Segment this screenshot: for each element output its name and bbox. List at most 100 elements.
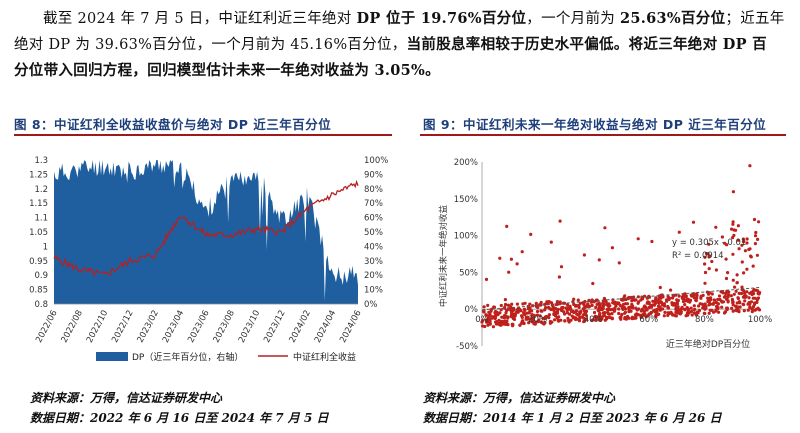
y-right-tick-label: 0%: [364, 300, 378, 310]
scatter-point: [646, 313, 651, 317]
x-tick-label: 2023/10: [237, 309, 262, 345]
scatter-point: [630, 299, 634, 303]
scatter-point: [590, 318, 594, 323]
scatter-point: [630, 317, 634, 321]
scatter-point: [613, 300, 617, 304]
scatter-point: [535, 313, 540, 317]
scatter-point: [685, 297, 689, 301]
scatter-point: [525, 316, 529, 320]
trendline-r2: R² = 0.0914: [672, 251, 724, 261]
scatter-point: [491, 325, 495, 329]
scatter-point: [737, 247, 741, 251]
scatter-point: [717, 294, 722, 298]
scatter-point: [702, 306, 706, 310]
scatter-point: [484, 277, 489, 281]
scatter-point: [602, 313, 606, 317]
scatter-point: [523, 308, 527, 312]
scatter-point: [624, 317, 628, 321]
scatter-point: [547, 316, 551, 320]
y-left-tick-label: 0.8: [34, 300, 48, 310]
scatter-point: [482, 305, 486, 309]
scatter-point: [609, 308, 613, 312]
scatter-point: [507, 270, 511, 274]
scatter-point: [633, 298, 637, 302]
y-left-tick-label: 0.9: [34, 271, 48, 281]
scatter-point: [735, 281, 739, 285]
scatter-point: [730, 227, 734, 231]
scatter-point: [657, 301, 661, 305]
scatter-point: [527, 317, 531, 321]
scatter-point: [616, 301, 620, 305]
para-bold: DP 位于 19.76%百分位: [356, 10, 527, 27]
scatter-point: [739, 291, 744, 296]
scatter-point: [747, 296, 751, 300]
y-left-tick-label: 1.2: [34, 185, 48, 195]
x-tick-label: 2024/06: [338, 309, 363, 345]
scatter-point: [621, 307, 625, 311]
scatter-point: [577, 303, 581, 307]
y-right-tick-label: 50%: [364, 228, 383, 238]
scatter-point: [740, 260, 744, 264]
para-bold: 25.63%百分位: [620, 10, 726, 27]
scatter-point: [740, 285, 744, 289]
y-right-tick-label: 100%: [364, 156, 388, 166]
scatter-point: [723, 294, 727, 298]
scatter-point: [751, 289, 756, 293]
scatter-point: [510, 302, 514, 306]
para-text: ；近五年: [725, 11, 785, 27]
scatter-point: [743, 291, 747, 295]
scatter-point: [498, 256, 502, 260]
scatter-point: [534, 303, 538, 307]
scatter-point: [620, 312, 624, 317]
scatter-point: [707, 242, 711, 246]
scatter-point: [674, 307, 678, 311]
scatter-point: [745, 241, 749, 245]
scatter-point: [711, 302, 715, 306]
y-right-tick-label: 40%: [364, 242, 383, 252]
scatter-point: [605, 302, 609, 306]
y-left-tick-label: 1.3: [34, 156, 48, 166]
scatter-point: [665, 299, 669, 303]
scatter-point: [720, 235, 724, 239]
scatter-point: [726, 299, 730, 303]
scatter-point: [549, 301, 554, 305]
scatter-point: [731, 278, 735, 282]
scatter-point: [735, 273, 739, 277]
scatter-point: [491, 315, 495, 319]
figure8-source: 资料来源：万得，信达证券研发中心: [30, 391, 223, 405]
y-axis-title: 中证红利未来一年绝对收益: [438, 205, 449, 308]
scatter-point: [734, 308, 738, 312]
scatter-point: [503, 298, 507, 302]
scatter-point: [510, 322, 514, 326]
scatter-point: [515, 302, 519, 306]
scatter-point: [651, 303, 655, 307]
x-tick-label: 2024/04: [313, 309, 338, 345]
scatter-point: [731, 309, 735, 313]
scatter-point: [726, 271, 730, 275]
scatter-point: [605, 307, 609, 311]
scatter-point: [755, 300, 759, 305]
scatter-point: [714, 308, 718, 312]
scatter-point: [582, 316, 586, 320]
y-tick-label: 200%: [454, 158, 478, 168]
scatter-point: [707, 267, 711, 271]
scatter-point: [642, 309, 647, 313]
scatter-point: [593, 314, 597, 318]
scatter-point: [617, 311, 621, 316]
scatter-point: [617, 307, 621, 311]
scatter-point: [654, 313, 658, 317]
scatter-point: [494, 320, 498, 324]
y-left-tick-label: 0.95: [29, 257, 48, 267]
scatter-point: [484, 318, 488, 322]
scatter-point: [673, 303, 678, 307]
y-left-tick-label: 1.05: [29, 228, 48, 238]
scatter-point: [709, 298, 713, 302]
scatter-point: [745, 237, 749, 241]
figure9-title: 图 9：中证红利未来一年绝对收益与绝对 DP 近三年百分位: [423, 117, 767, 132]
scatter-point: [670, 303, 674, 307]
scatter-point: [522, 312, 527, 317]
scatter-point: [657, 297, 661, 301]
para-bold: 分位带入回归方程，回归模型估计未来一年绝对收益为: [14, 62, 375, 79]
scatter-point: [633, 313, 638, 317]
scatter-point: [740, 243, 744, 247]
